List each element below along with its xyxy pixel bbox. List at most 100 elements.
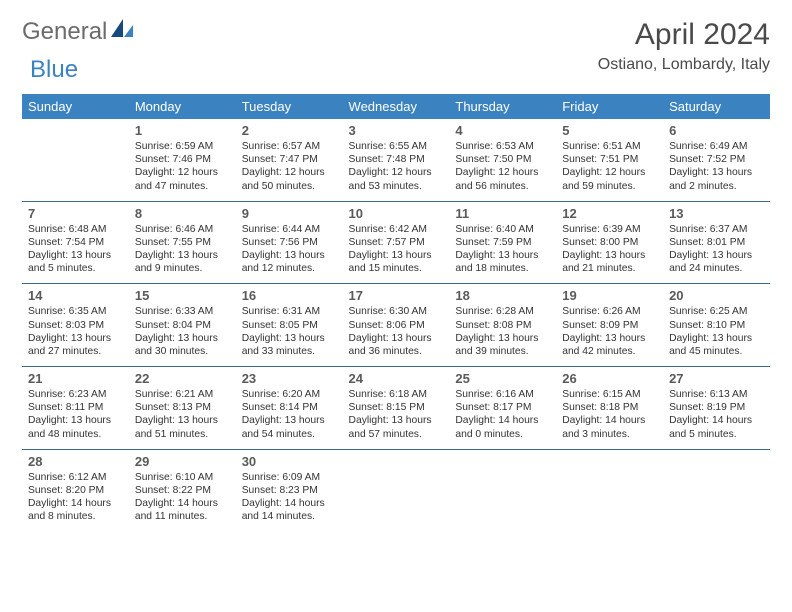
sunset-text: Sunset: 7:57 PM	[349, 236, 444, 249]
day-details: Sunrise: 6:48 AMSunset: 7:54 PMDaylight:…	[28, 223, 123, 276]
logo: General	[22, 18, 135, 46]
calendar-day-cell: 24 Sunrise: 6:18 AMSunset: 8:15 PMDayligh…	[343, 367, 450, 450]
day-details: Sunrise: 6:49 AMSunset: 7:52 PMDaylight:…	[669, 140, 764, 193]
sunrise-text: Sunrise: 6:15 AM	[562, 388, 657, 401]
daylight-text: Daylight: 13 hours and 48 minutes.	[28, 414, 123, 440]
calendar-empty-cell	[663, 449, 770, 531]
calendar-day-cell: 13Sunrise: 6:37 AMSunset: 8:01 PMDayligh…	[663, 201, 770, 284]
day-number: 20	[669, 288, 764, 303]
calendar-table: SundayMondayTuesdayWednesdayThursdayFrid…	[22, 94, 770, 531]
calendar-day-cell: 25Sunrise: 6:16 AMSunset: 8:17 PMDayligh…	[449, 367, 556, 450]
day-number: 13	[669, 206, 764, 221]
sunrise-text: Sunrise: 6:57 AM	[242, 140, 337, 153]
daylight-text: Daylight: 14 hours and 3 minutes.	[562, 414, 657, 440]
daylight-text: Daylight: 13 hours and 45 minutes.	[669, 332, 764, 358]
sunset-text: Sunset: 8:18 PM	[562, 401, 657, 414]
sunrise-text: Sunrise: 6:26 AM	[562, 305, 657, 318]
title-block: April 2024 Ostiano, Lombardy, Italy	[598, 18, 770, 74]
logo-text-blue: Blue	[30, 56, 78, 83]
day-number: 6	[669, 123, 764, 138]
sunset-text: Sunset: 7:59 PM	[455, 236, 550, 249]
daylight-text: Daylight: 13 hours and 33 minutes.	[242, 332, 337, 358]
calendar-day-cell: 22 Sunrise: 6:21 AMSunset: 8:13 PMDayligh…	[129, 367, 236, 450]
calendar-day-cell: 26 Sunrise: 6:15 AMSunset: 8:18 PMDayligh…	[556, 367, 663, 450]
sunrise-text: Sunrise: 6:16 AM	[455, 388, 550, 401]
calendar-day-cell: 7 Sunrise: 6:48 AMSunset: 7:54 PMDaylight…	[22, 201, 129, 284]
day-details: Sunrise: 6:31 AMSunset: 8:05 PMDaylight:…	[242, 305, 337, 358]
sunrise-text: Sunrise: 6:23 AM	[28, 388, 123, 401]
calendar-header-row: SundayMondayTuesdayWednesdayThursdayFrid…	[22, 94, 770, 119]
sunrise-text: Sunrise: 6:18 AM	[349, 388, 444, 401]
day-number: 1	[135, 123, 230, 138]
sunrise-text: Sunrise: 6:53 AM	[455, 140, 550, 153]
sunrise-text: Sunrise: 6:09 AM	[242, 471, 337, 484]
day-details: Sunrise: 6:09 AMSunset: 8:23 PMDaylight:…	[242, 471, 337, 524]
calendar-empty-cell	[343, 449, 450, 531]
weekday-header: Friday	[556, 94, 663, 119]
day-number: 21	[28, 371, 123, 386]
weekday-header: Thursday	[449, 94, 556, 119]
calendar-day-cell: 20Sunrise: 6:25 AMSunset: 8:10 PMDayligh…	[663, 284, 770, 367]
day-number: 29	[135, 454, 230, 469]
sunrise-text: Sunrise: 6:10 AM	[135, 471, 230, 484]
day-number: 7	[28, 206, 123, 221]
calendar-day-cell: 11Sunrise: 6:40 AMSunset: 7:59 PMDayligh…	[449, 201, 556, 284]
day-details: Sunrise: 6:30 AMSunset: 8:06 PMDaylight:…	[349, 305, 444, 358]
daylight-text: Daylight: 13 hours and 30 minutes.	[135, 332, 230, 358]
daylight-text: Daylight: 13 hours and 5 minutes.	[28, 249, 123, 275]
daylight-text: Daylight: 14 hours and 8 minutes.	[28, 497, 123, 523]
sunset-text: Sunset: 8:15 PM	[349, 401, 444, 414]
sunrise-text: Sunrise: 6:49 AM	[669, 140, 764, 153]
weekday-header: Saturday	[663, 94, 770, 119]
calendar-day-cell: 5Sunrise: 6:51 AMSunset: 7:51 PMDaylight…	[556, 119, 663, 201]
day-details: Sunrise: 6:13 AMSunset: 8:19 PMDaylight:…	[669, 388, 764, 441]
daylight-text: Daylight: 12 hours and 50 minutes.	[242, 166, 337, 192]
calendar-empty-cell	[22, 119, 129, 201]
sunset-text: Sunset: 8:14 PM	[242, 401, 337, 414]
sunrise-text: Sunrise: 6:31 AM	[242, 305, 337, 318]
day-details: Sunrise: 6:44 AMSunset: 7:56 PMDaylight:…	[242, 223, 337, 276]
daylight-text: Daylight: 14 hours and 11 minutes.	[135, 497, 230, 523]
day-number: 30	[242, 454, 337, 469]
day-details: Sunrise: 6:21 AMSunset: 8:13 PMDaylight:…	[135, 388, 230, 441]
daylight-text: Daylight: 14 hours and 14 minutes.	[242, 497, 337, 523]
calendar-week-row: 14Sunrise: 6:35 AMSunset: 8:03 PMDayligh…	[22, 284, 770, 367]
calendar-day-cell: 23Sunrise: 6:20 AMSunset: 8:14 PMDayligh…	[236, 367, 343, 450]
sunset-text: Sunset: 8:20 PM	[28, 484, 123, 497]
day-details: Sunrise: 6:23 AMSunset: 8:11 PMDaylight:…	[28, 388, 123, 441]
day-number: 12	[562, 206, 657, 221]
calendar-day-cell: 2Sunrise: 6:57 AMSunset: 7:47 PMDaylight…	[236, 119, 343, 201]
day-details: Sunrise: 6:57 AMSunset: 7:47 PMDaylight:…	[242, 140, 337, 193]
sunrise-text: Sunrise: 6:44 AM	[242, 223, 337, 236]
day-number: 17	[349, 288, 444, 303]
sunrise-text: Sunrise: 6:55 AM	[349, 140, 444, 153]
daylight-text: Daylight: 12 hours and 59 minutes.	[562, 166, 657, 192]
calendar-week-row: 7 Sunrise: 6:48 AMSunset: 7:54 PMDaylight…	[22, 201, 770, 284]
sunrise-text: Sunrise: 6:30 AM	[349, 305, 444, 318]
calendar-day-cell: 12Sunrise: 6:39 AMSunset: 8:00 PMDayligh…	[556, 201, 663, 284]
sunset-text: Sunset: 7:55 PM	[135, 236, 230, 249]
sunrise-text: Sunrise: 6:59 AM	[135, 140, 230, 153]
sunrise-text: Sunrise: 6:42 AM	[349, 223, 444, 236]
day-number: 23	[242, 371, 337, 386]
day-number: 24	[349, 371, 444, 386]
day-number: 22	[135, 371, 230, 386]
calendar-day-cell: 8Sunrise: 6:46 AMSunset: 7:55 PMDaylight…	[129, 201, 236, 284]
weekday-header: Wednesday	[343, 94, 450, 119]
day-number: 9	[242, 206, 337, 221]
sunrise-text: Sunrise: 6:37 AM	[669, 223, 764, 236]
daylight-text: Daylight: 13 hours and 18 minutes.	[455, 249, 550, 275]
daylight-text: Daylight: 13 hours and 57 minutes.	[349, 414, 444, 440]
sunrise-text: Sunrise: 6:48 AM	[28, 223, 123, 236]
day-number: 14	[28, 288, 123, 303]
day-number: 19	[562, 288, 657, 303]
day-details: Sunrise: 6:18 AMSunset: 8:15 PMDaylight:…	[349, 388, 444, 441]
calendar-day-cell: 27Sunrise: 6:13 AMSunset: 8:19 PMDayligh…	[663, 367, 770, 450]
day-details: Sunrise: 6:59 AMSunset: 7:46 PMDaylight:…	[135, 140, 230, 193]
day-number: 26	[562, 371, 657, 386]
daylight-text: Daylight: 13 hours and 15 minutes.	[349, 249, 444, 275]
day-details: Sunrise: 6:10 AMSunset: 8:22 PMDaylight:…	[135, 471, 230, 524]
calendar-day-cell: 29 Sunrise: 6:10 AMSunset: 8:22 PMDayligh…	[129, 449, 236, 531]
sunrise-text: Sunrise: 6:21 AM	[135, 388, 230, 401]
calendar-day-cell: 18Sunrise: 6:28 AMSunset: 8:08 PMDayligh…	[449, 284, 556, 367]
